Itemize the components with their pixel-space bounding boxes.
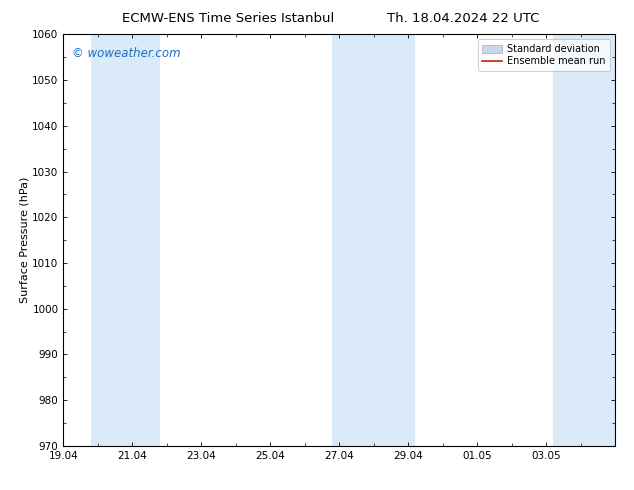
Legend: Standard deviation, Ensemble mean run: Standard deviation, Ensemble mean run <box>477 39 610 72</box>
Text: Th. 18.04.2024 22 UTC: Th. 18.04.2024 22 UTC <box>387 12 539 25</box>
Y-axis label: Surface Pressure (hPa): Surface Pressure (hPa) <box>20 177 30 303</box>
Bar <box>553 34 615 446</box>
Text: ECMW-ENS Time Series Istanbul: ECMW-ENS Time Series Istanbul <box>122 12 334 25</box>
Text: © woweather.com: © woweather.com <box>72 47 180 60</box>
Bar <box>91 34 160 446</box>
Bar <box>332 34 415 446</box>
